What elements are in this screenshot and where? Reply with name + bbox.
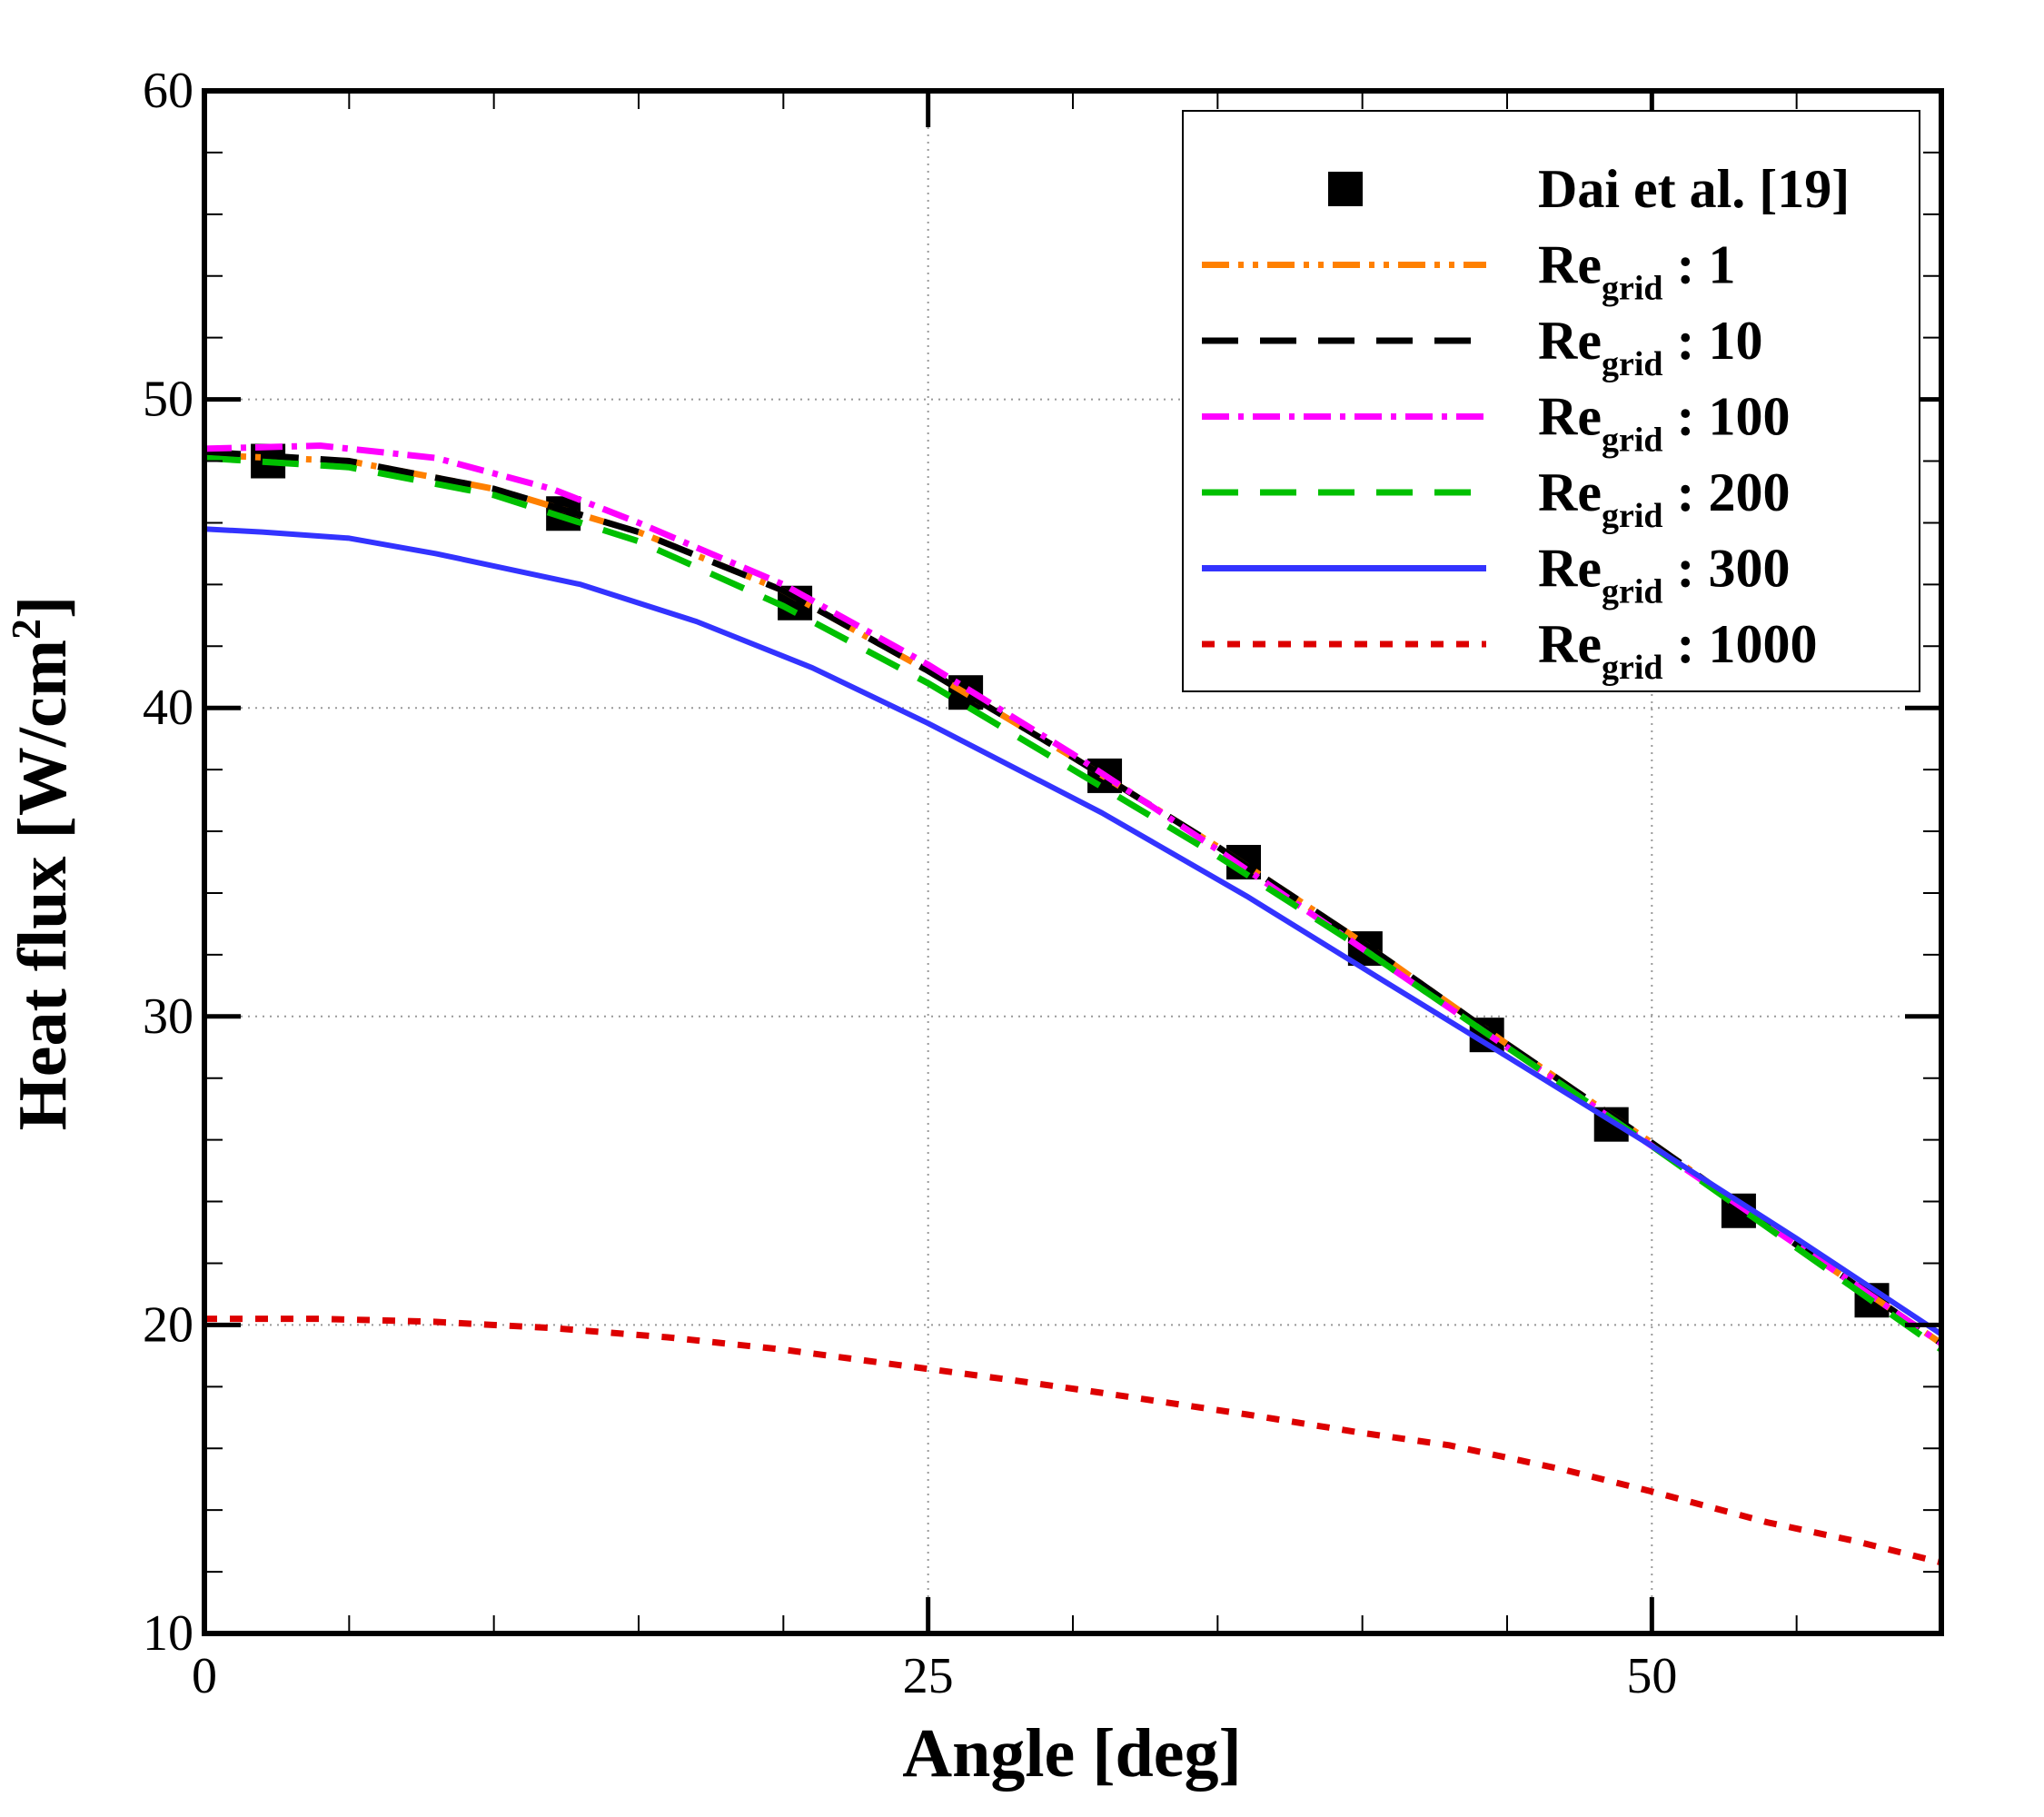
legend-marker (1328, 172, 1363, 206)
legend-label: Regrid : 200 (1538, 462, 1791, 535)
legend-label: Regrid : 1000 (1538, 614, 1818, 687)
x-tick-label: 25 (903, 1648, 954, 1704)
legend-label: Regrid : 10 (1538, 311, 1763, 383)
series-re-grid-200-line (203, 454, 1944, 1353)
y-axis-label: Heat flux [W/cm2] (3, 596, 81, 1131)
series-re-grid-300-line (203, 526, 1943, 1337)
y-tick-label: 40 (143, 680, 193, 736)
series-layer (203, 442, 1944, 1566)
ticks: 0 25 50 10 20 30 40 50 60 (143, 63, 1942, 1704)
y-tick-label: 60 (143, 63, 193, 119)
series-re-grid-100-line (203, 442, 1943, 1346)
legend-label: Regrid : 100 (1538, 387, 1791, 460)
x-tick-label: 50 (1626, 1648, 1677, 1704)
series-re-grid-1000-line (204, 1316, 1942, 1566)
y-tick-label: 50 (143, 372, 193, 428)
y-tick-label: 10 (143, 1605, 193, 1662)
legend-label: Dai et al. [19] (1538, 159, 1850, 219)
legend-label: Regrid : 1 (1538, 235, 1736, 308)
legend-label: Regrid : 300 (1538, 539, 1791, 611)
x-axis-label: Angle [deg] (902, 1715, 1242, 1792)
x-tick-label: 0 (192, 1648, 217, 1704)
legend-box (1182, 110, 1920, 692)
y-tick-label: 30 (143, 988, 193, 1045)
y-tick-label: 20 (143, 1296, 193, 1353)
